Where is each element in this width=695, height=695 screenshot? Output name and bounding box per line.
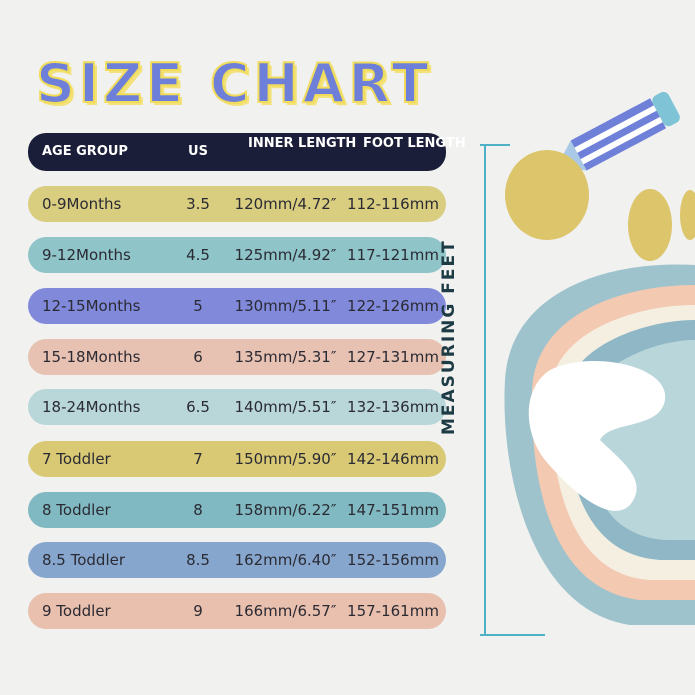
foot-length-cell: 157-161mm [347, 602, 439, 620]
table-header: AGE GROUP US INNER LENGTH FOOT LENGTH [28, 133, 466, 171]
table-row: 8.5 Toddler 8.5 162mm/6.40″ 152-156mm [28, 542, 446, 578]
inner-length-cell: 120mm/4.72″ [234, 195, 337, 213]
age-group-cell: 9 Toddler [42, 602, 111, 620]
us-size-cell: 4.5 [186, 246, 210, 264]
foot-length-cell: 122-126mm [347, 297, 439, 315]
table-row: 15-18Months 6 135mm/5.31″ 127-131mm [28, 339, 446, 375]
age-group-cell: 8.5 Toddler [42, 551, 126, 569]
us-size-cell: 6.5 [186, 398, 210, 416]
foot-length-cell: 132-136mm [347, 398, 439, 416]
inner-length-cell: 135mm/5.31″ [234, 348, 337, 366]
us-size-cell: 9 [193, 602, 203, 620]
header-age-group: AGE GROUP [42, 144, 128, 159]
age-group-cell: 7 Toddler [42, 450, 111, 468]
inner-length-cell: 140mm/5.51″ [234, 398, 337, 416]
table-row: 18-24Months 6.5 140mm/5.51″ 132-136mm [28, 389, 446, 425]
foot-length-cell: 112-116mm [347, 195, 439, 213]
inner-length-cell: 166mm/6.57″ [234, 602, 337, 620]
table-row: 9-12Months 4.5 125mm/4.92″ 117-121mm [28, 237, 446, 273]
inner-length-cell: 162mm/6.40″ [234, 551, 337, 569]
age-group-cell: 8 Toddler [42, 501, 111, 519]
age-group-cell: 9-12Months [42, 246, 131, 264]
table-row: 7 Toddler 7 150mm/5.90″ 142-146mm [28, 441, 446, 477]
age-group-cell: 15-18Months [42, 348, 141, 366]
age-group-cell: 12-15Months [42, 297, 141, 315]
inner-length-cell: 158mm/6.22″ [234, 501, 337, 519]
foot-length-cell: 152-156mm [347, 551, 439, 569]
header-inner-length: INNER LENGTH [248, 136, 357, 151]
foot-length-cell: 147-151mm [347, 501, 439, 519]
table-row: 0-9Months 3.5 120mm/4.72″ 112-116mm [28, 186, 446, 222]
inner-length-cell: 125mm/4.92″ [234, 246, 337, 264]
us-size-cell: 8.5 [186, 551, 210, 569]
us-size-cell: 6 [193, 348, 203, 366]
header-us: US [188, 144, 208, 159]
inner-length-cell: 130mm/5.11″ [234, 297, 337, 315]
table-row: 9 Toddler 9 166mm/6.57″ 157-161mm [28, 593, 446, 629]
us-size-cell: 8 [193, 501, 203, 519]
us-size-cell: 5 [193, 297, 203, 315]
age-group-cell: 0-9Months [42, 195, 122, 213]
foot-length-cell: 117-121mm [347, 246, 439, 264]
inner-length-cell: 150mm/5.90″ [234, 450, 337, 468]
table-row: 8 Toddler 8 158mm/6.22″ 147-151mm [28, 492, 446, 528]
header-foot-length: FOOT LENGTH [363, 136, 466, 151]
table-row: 12-15Months 5 130mm/5.11″ 122-126mm [28, 288, 446, 324]
foot-length-cell: 142-146mm [347, 450, 439, 468]
us-size-cell: 7 [193, 450, 203, 468]
foot-illustration [480, 91, 695, 636]
us-size-cell: 3.5 [186, 195, 210, 213]
foot-length-cell: 127-131mm [347, 348, 439, 366]
age-group-cell: 18-24Months [42, 398, 141, 416]
measuring-feet-label: MEASURING FEET [439, 239, 459, 435]
page-title: SIZE CHART [35, 51, 433, 116]
